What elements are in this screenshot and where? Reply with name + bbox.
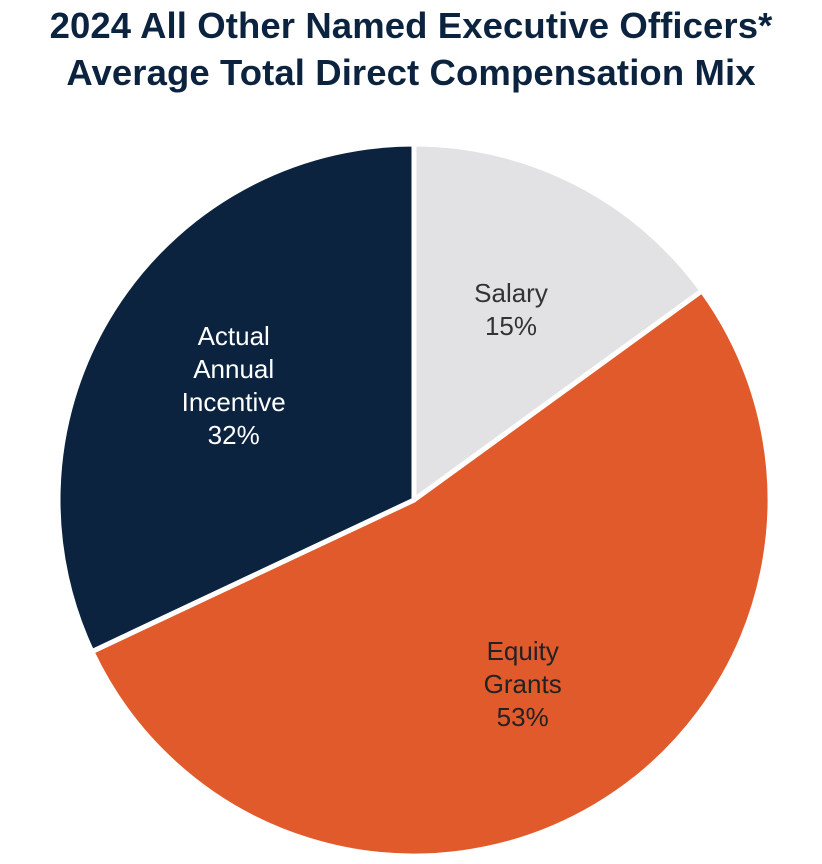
chart-title-line-2: Average Total Direct Compensation Mix — [66, 52, 756, 93]
pie-label-value: 15% — [485, 311, 537, 341]
pie-slice-actual-annual-incentive — [55, 141, 417, 655]
chart-title: 2024 All Other Named Executive Officers*… — [0, 2, 822, 96]
pie-label-actual-annual-incentive: Actual Annual Incentive 32% — [182, 321, 286, 450]
pie-label-line: Incentive — [182, 387, 286, 417]
chart-title-line-1: 2024 All Other Named Executive Officers* — [49, 5, 773, 46]
pie-slice-salary — [411, 141, 705, 503]
pie-label-value: 32% — [208, 420, 260, 450]
pie-label-salary: Salary 15% — [474, 278, 548, 341]
pie-label-value: 53% — [497, 702, 549, 732]
pie-label-equity-grants: Equity Grants 53% — [484, 636, 562, 732]
pie-label-line: Grants — [484, 669, 562, 699]
pie-labels: Salary 15% Equity Grants 53% Actual Annual Ince… — [182, 278, 562, 732]
pie-label-line: Actual — [198, 321, 270, 351]
pie-label-line: Annual — [193, 354, 274, 384]
pie-label-line: Salary — [474, 278, 548, 308]
pie-label-line: Equity — [487, 636, 559, 666]
pie-slices — [55, 141, 773, 859]
pie-slice-equity-grants — [89, 288, 773, 859]
